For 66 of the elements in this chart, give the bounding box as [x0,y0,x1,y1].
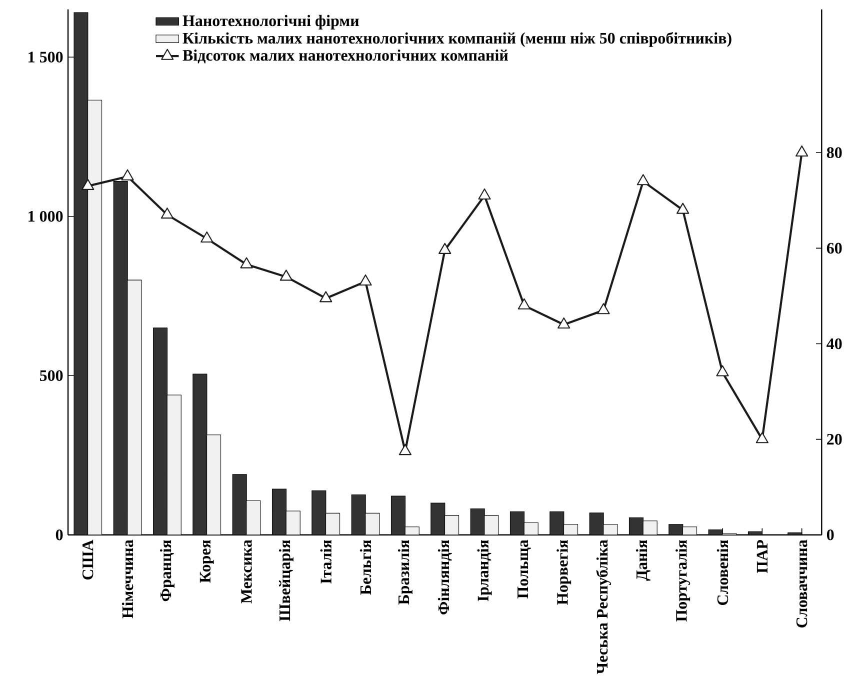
x-tick-label: Польща [518,540,531,598]
point [796,145,808,157]
bar [589,512,604,535]
point [280,270,292,281]
bar [510,511,525,535]
y-tick-label: 1 500 [28,52,63,63]
x-tick-label: Норвегія [556,540,572,605]
point [121,169,134,180]
legend-label: Кількість малих нанотехнологічних компаній (менш ніж 50 співробітників) [182,32,732,47]
point [160,208,174,219]
point [438,242,452,254]
x-tick-label: Бразилія [398,540,412,605]
bar [470,508,485,535]
point [676,202,690,214]
y2-tick-label: 60 [826,242,842,254]
point [636,174,650,186]
x-tick-label: Португалія [676,540,690,622]
y-tick-label: 1 000 [28,210,63,222]
legend-label: Відсоток малих нанотехнологічних компаній [182,50,508,64]
bar [351,494,366,535]
point [716,365,729,376]
bar [312,490,326,535]
x-tick-label: Словенія [716,540,728,606]
x-tick-label: США [82,540,94,580]
point [398,444,412,456]
x-tick-label: Фінляндія [438,540,452,614]
legend-label: Нанотехнологічні фірми [182,14,359,30]
y2-tick-label: 20 [827,434,842,445]
x-tick-label: Данія [636,540,650,581]
x-tick-label: Німеччина [122,540,134,618]
bar [74,12,88,535]
point [518,298,530,310]
x-tick-label: ПАР [756,540,768,574]
bar [668,524,683,535]
x-tick-label: Швейцарія [278,540,294,622]
x-tick-label: Корея [200,540,214,583]
bar [390,496,406,535]
bar [192,374,208,535]
bar [550,511,564,535]
bar [628,517,644,535]
x-tick-label: Словаччина [796,540,808,628]
point [200,231,214,243]
bar [152,328,168,535]
point [597,303,610,314]
point [756,432,768,444]
x-tick-label: Бельгія [360,540,372,595]
y-tick-label: 0 [56,529,63,540]
bar [272,488,287,535]
bar [430,502,446,535]
x-tick-label: Мексика [241,540,252,604]
point [240,257,253,268]
x-tick-label: Ірландія [477,540,492,602]
point [558,317,570,329]
y2-tick-label: 80 [826,147,842,158]
bar [113,181,128,535]
y2-tick-label: 40 [826,338,842,350]
y-tick-label: 500 [40,370,63,382]
point [478,188,491,200]
point [320,291,332,302]
x-tick-label: Італія [320,540,332,584]
x-tick-label: Франція [160,540,174,602]
y2-tick-label: 0 [826,529,834,540]
x-tick-label: Чеська Республіка [596,540,611,674]
point [359,274,372,286]
point [82,178,94,190]
bar [232,474,247,535]
